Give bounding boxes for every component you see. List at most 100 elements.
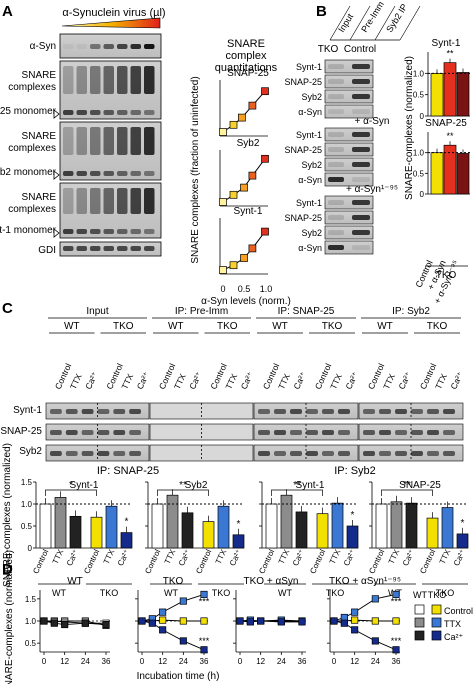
c-xcat: Control [194,548,213,575]
c-bar [426,517,439,549]
d-legend-swatch-tko [431,630,442,641]
b-blot-label: Syb2 [301,160,322,170]
c-group-tko: TKO [100,588,119,598]
blot-band [63,246,74,251]
d-point [159,626,167,634]
b-band [328,177,344,182]
c-xcat: Ca²⁺ [116,548,131,567]
d-y-tick-label: 0.5 [25,639,37,648]
b-bar [430,72,444,117]
c-band [411,451,423,456]
c-bar [105,505,118,549]
c-band [50,430,62,435]
quant-point [238,113,246,122]
d-point [179,617,187,625]
quant-ylabel: SNARE complexes (fraction of uninfected) [190,76,201,263]
c-bar [166,494,179,549]
c-group-wt: WT [278,588,292,598]
blot-band [117,246,128,251]
c-ip-title-2: IP: Syb2 [334,465,376,477]
d-point [340,619,348,627]
c-bar [217,505,230,549]
c-band [379,451,391,456]
d-sig: *** [391,596,402,606]
c-y-tick-label: 1.5 [21,478,33,487]
d-x-tick-label: 12 [60,657,69,666]
c-cond-label: TTX [381,372,397,391]
b-y-tick-label: 1.0 [413,69,425,78]
d-x-tick-label: 0 [140,657,145,666]
c-bar [54,497,67,549]
b-band [352,79,370,84]
blot-band [144,246,155,251]
b-band [352,132,370,137]
blot-band [144,171,155,176]
b-band [328,162,344,167]
c-xcat: Control [367,548,386,575]
b-subplot-title: SNAP-25 [425,118,467,129]
c-bar [232,534,245,549]
d-x-tick-label: 12 [256,657,265,666]
c-band [427,409,439,414]
c-genotype: WT [168,321,184,332]
b-blot-label: Synt-1 [296,130,322,140]
d-ylabel: SNARE-complexes (normalized) [4,550,15,684]
d-point [236,617,244,625]
d-point [81,619,89,627]
c-subplot-title: Synt-1 [296,480,325,491]
blot-band [130,246,141,251]
c-group-wt: WT [52,588,66,598]
c-xcat: Control [82,548,101,575]
blot-band [90,171,101,176]
c-xcat: Ca²⁺ [291,548,306,567]
b-band [328,79,344,84]
c-band [81,409,94,414]
d-x-tick-label: 12 [350,657,359,666]
blot-band [90,229,101,234]
b-band [352,177,370,182]
d-point [351,626,359,634]
b-blot-label: Synt-1 [296,62,322,72]
c-bar [405,502,418,549]
c-band [81,451,94,456]
d-point [159,608,167,616]
d-legend-head-wt: WT [413,590,427,600]
quant-point [261,227,269,236]
c-band [427,451,439,456]
d-point [200,617,208,625]
d-line-plots: WT 0.5 1.0 1.5 0 12 24 36 TKO 0 12 24 36 *** *** TKO + … [25,576,402,666]
b-band [328,64,344,69]
c-band [395,430,407,435]
c-sig: ** [293,480,301,491]
d-point [200,646,208,654]
c-ylabel: SNARE-complexes (normalized) [2,443,13,587]
c-band [306,451,318,456]
blot-label-snare-line2: complexes [8,143,56,154]
d-subplot-title: TKO [163,576,184,587]
c-band [443,430,455,435]
c-bar [181,512,194,549]
c-cond-label: TTX [172,372,188,391]
c-band [290,430,302,435]
d-legend-head-tko: TKO [428,590,447,600]
blot-band [117,110,128,115]
d-sig: *** [199,596,210,606]
c-y-tick-label: 0 [28,544,33,553]
c-sig-bracket [157,489,209,496]
c-header: IP: SNAP-25 [278,306,335,317]
d-x-tick-label: 0 [238,657,243,666]
d-point [257,617,265,625]
d-legend-swatch-wt [414,617,425,628]
c-y-tick-label: 0.5 [21,522,33,531]
c-band [50,409,62,414]
quant-subplot-title: Synt-1 [234,206,263,217]
b-blot-label: α-Syn [298,175,322,185]
c-bar [375,503,388,549]
b-blot-label: Synt-1 [296,198,322,208]
c-xcat: TTX [438,547,453,565]
quant-title-1: SNARE [227,38,265,50]
quant-point [240,183,248,192]
c-band [379,409,391,414]
